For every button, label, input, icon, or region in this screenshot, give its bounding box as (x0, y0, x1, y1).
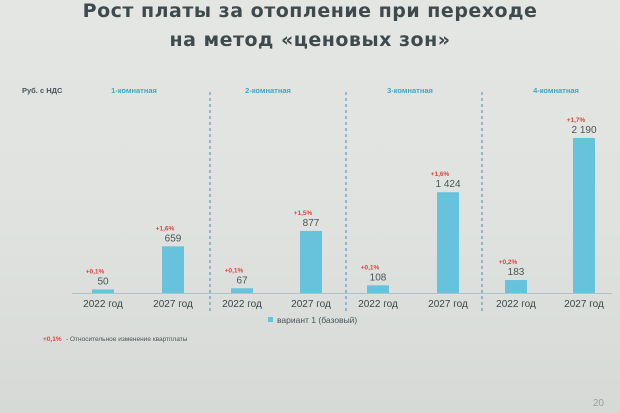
bar (573, 138, 595, 293)
bar-value-label: 108 (370, 272, 387, 283)
bar-value-label: 877 (303, 218, 320, 229)
group-label: 2-комнатная (245, 86, 291, 95)
category-label: 2027 год (428, 299, 468, 310)
bar-value-label: 659 (165, 233, 182, 244)
footnote-text: - Относительное изменение квартплаты (66, 336, 188, 343)
category-label: 2022 год (222, 299, 262, 310)
bar (162, 246, 184, 293)
category-label: 2027 год (153, 299, 193, 310)
slide-title-line2: на метод «ценовых зон» (169, 29, 451, 51)
change-label: +0,2% (499, 259, 518, 266)
slide-title-line1: Рост платы за отопление при переходе (82, 0, 538, 22)
unit-label: Руб. с НДС (22, 86, 63, 95)
bar-value-label: 2 190 (571, 125, 596, 136)
legend-swatch (268, 317, 273, 322)
bar (505, 280, 527, 293)
category-label: 2022 год (358, 299, 398, 310)
category-label: 2022 год (496, 299, 536, 310)
bar-value-label: 1 424 (435, 179, 460, 190)
legend-label: вариант 1 (базовый) (277, 315, 357, 325)
change-label: +0,1% (361, 264, 380, 271)
slide-number: 20 (592, 398, 604, 409)
bar (367, 285, 389, 293)
change-label: +1,6% (156, 225, 175, 232)
group-label: 3-комнатная (387, 86, 433, 95)
bar-value-label: 50 (97, 276, 109, 287)
category-label: 2022 год (83, 299, 123, 310)
bar (300, 230, 322, 293)
group-label: 4-комнатная (533, 86, 579, 95)
change-label: +1,6% (431, 171, 450, 178)
bar-value-label: 67 (236, 275, 248, 286)
category-label: 2027 год (564, 299, 604, 310)
change-label: +1,5% (294, 210, 313, 217)
bar (437, 192, 459, 293)
bar (92, 289, 114, 293)
footnote-marker: +0,1% (43, 336, 62, 343)
category-label: 2027 год (291, 299, 331, 310)
group-label: 1-комнатная (111, 86, 157, 95)
bar-value-label: 183 (508, 267, 525, 278)
change-label: +0,1% (86, 268, 105, 275)
change-label: +0,1% (225, 267, 244, 274)
change-label: +1,7% (567, 117, 586, 124)
bar (231, 288, 253, 293)
